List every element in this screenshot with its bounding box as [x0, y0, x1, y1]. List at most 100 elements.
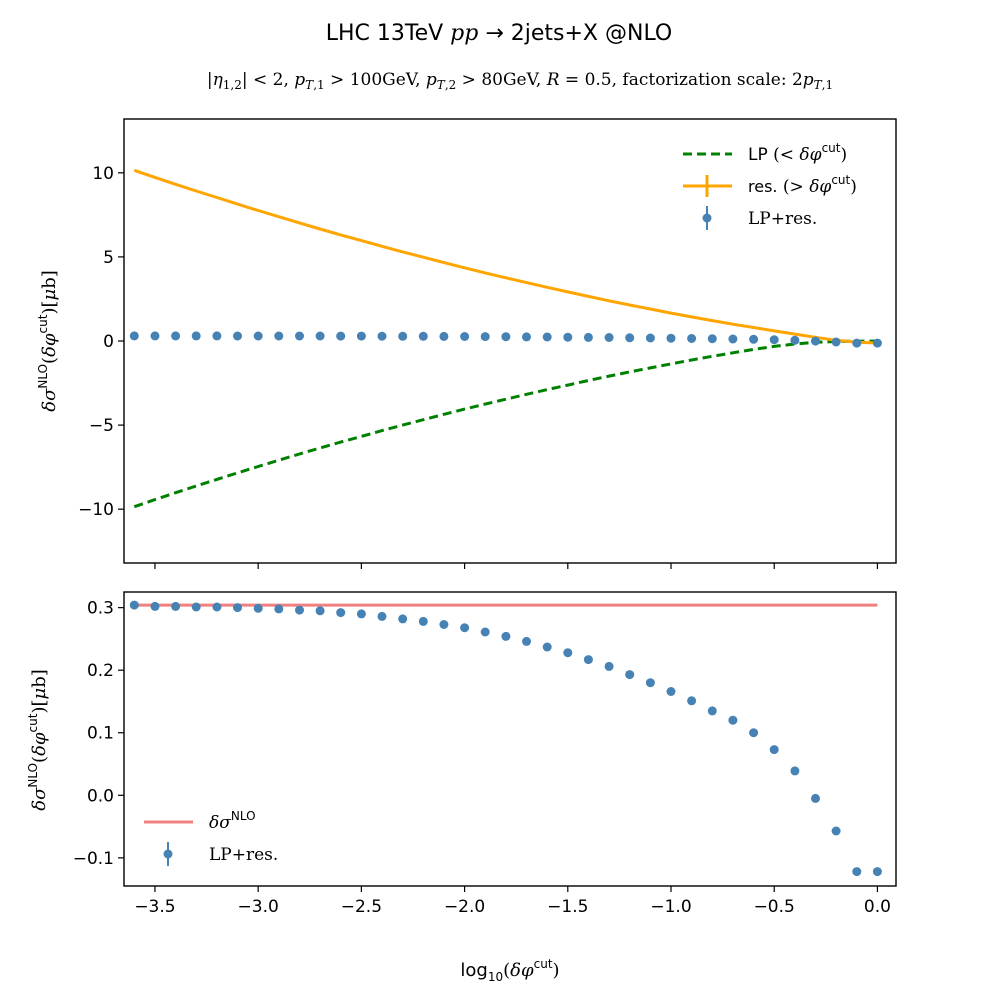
bottom-lpres-point — [872, 867, 882, 877]
x-axis-label: log10(δφcut) — [460, 957, 559, 984]
top-lpres-point — [872, 338, 882, 348]
bottom-plot-area — [129, 600, 882, 877]
bottom-ytick-label: 0.0 — [87, 786, 114, 806]
top-ytick-label: 5 — [103, 248, 114, 268]
top-ytick-label: 10 — [92, 164, 114, 184]
legend-label-nlo: δσNLO — [209, 809, 256, 833]
bottom-lpres-point — [171, 601, 181, 611]
top-ytick-label: 0 — [103, 332, 114, 352]
top-lpres-point — [129, 331, 139, 341]
bottom-lpres-point — [604, 661, 614, 671]
top-ytick-label: −5 — [89, 416, 114, 436]
bottom-xtick-label: −2.0 — [444, 897, 485, 917]
legend-item-lp: LP (< δφcut) — [683, 141, 847, 165]
bottom-axes-frame — [123, 591, 897, 887]
bottom-x-ticks: −3.5 −3.0 −2.5 −2.0 −1.5 −1.0 −0.5 0.0 — [134, 886, 891, 917]
top-lpres-point — [790, 335, 800, 345]
bottom-xtick-label: −0.5 — [754, 897, 795, 917]
legend-item-lpres: LP+res. — [702, 206, 817, 230]
bottom-ytick-label: 0.2 — [87, 661, 114, 681]
top-lpres-point — [418, 331, 428, 341]
bottom-lpres-point — [811, 793, 820, 803]
top-y-ticks: −10 −5 0 5 10 — [78, 164, 124, 520]
top-lpres-point — [253, 331, 263, 341]
top-lpres-point — [480, 332, 490, 342]
top-lpres-point — [315, 331, 325, 341]
bottom-xtick-label: −3.5 — [134, 897, 175, 917]
top-lpres-point — [769, 335, 779, 345]
bottom-lpres-point — [769, 745, 779, 755]
top-lpres-point — [604, 333, 614, 342]
top-lpres-point — [212, 331, 222, 341]
bottom-ytick-label: 0.3 — [87, 599, 114, 619]
top-lpres-point — [831, 337, 841, 347]
top-lpres-point — [563, 332, 573, 342]
top-legend: LP (< δφcut) res. (> δφcut) LP+res. — [683, 141, 857, 230]
bottom-lpres-point — [295, 605, 304, 615]
bottom-lpres-point — [274, 604, 284, 614]
bottom-lpres-point — [460, 623, 470, 633]
bottom-panel: −0.1 0.0 0.1 0.2 0.3 −3.5 −3.0 −2.5 −2.0 −1.5 −1.… — [26, 591, 897, 917]
top-x-ticks — [154, 563, 879, 569]
bottom-lpres-point — [852, 867, 862, 877]
top-lpres-point — [542, 332, 552, 342]
legend-swatch-lpres-marker — [702, 213, 712, 223]
bottom-lpres-point — [563, 648, 573, 658]
top-lpres-point — [377, 331, 387, 341]
bottom-lpres-point — [831, 826, 841, 836]
top-lpres-point — [583, 332, 593, 342]
bottom-legend: δσNLO LP+res. — [144, 809, 278, 866]
legend-item-bottom-lpres: LP+res. — [163, 842, 278, 866]
top-series-lp-line — [133, 339, 878, 509]
top-lpres-point — [501, 332, 511, 342]
bottom-xtick-label: −2.5 — [341, 897, 382, 917]
legend-swatch-bottom-lpres-marker — [163, 849, 173, 859]
top-panel: −10 −5 0 5 10 δσNLO(δφcut)[μb] LP (< δφcut) … — [36, 118, 897, 569]
bottom-ytick-label: 0.1 — [87, 724, 114, 744]
bottom-lpres-point — [398, 614, 408, 624]
bottom-xtick-label: 0.0 — [864, 897, 891, 917]
top-lpres-point — [460, 332, 470, 341]
top-lpres-point — [522, 332, 531, 342]
bottom-xtick-label: −3.0 — [238, 897, 279, 917]
bottom-xtick-label: −1.0 — [650, 897, 691, 917]
bottom-lpres-point — [253, 603, 263, 613]
legend-item-res: res. (> δφcut) — [683, 173, 857, 197]
bottom-lpres-point — [336, 608, 346, 618]
bottom-y-ticks: −0.1 0.0 0.1 0.2 0.3 — [73, 599, 124, 869]
bottom-ytick-label: −0.1 — [73, 849, 114, 869]
top-lpres-point — [191, 331, 201, 341]
top-lpres-point — [274, 331, 284, 341]
bottom-lpres-point — [191, 602, 201, 612]
top-lpres-point — [439, 331, 449, 341]
top-lpres-point — [687, 334, 697, 343]
top-lpres-point — [811, 336, 820, 346]
bottom-lpres-point — [150, 601, 160, 611]
top-series-res-line — [133, 168, 878, 345]
top-y-axis-label: δσNLO(δφcut)[μb] — [36, 270, 60, 412]
top-lpres-point — [233, 331, 242, 341]
bottom-y-axis-label: δσNLO(δφcut)[μb] — [26, 669, 50, 811]
top-ytick-label: −10 — [78, 500, 114, 520]
legend-item-nlo: δσNLO — [144, 809, 256, 833]
top-lpres-point — [295, 331, 304, 341]
top-lpres-point — [728, 334, 738, 344]
top-lpres-point — [645, 333, 655, 343]
top-lpres-point — [666, 333, 676, 343]
bottom-lpres-point — [480, 627, 490, 637]
bottom-xtick-label: −1.5 — [547, 897, 588, 917]
bottom-lpres-point — [707, 706, 717, 716]
bottom-lpres-point — [439, 620, 449, 629]
chart-title: LHC 13TeV pp → 2jets+X @NLO — [326, 21, 673, 46]
bottom-lpres-point — [377, 611, 387, 621]
bottom-lpres-point — [501, 631, 511, 641]
legend-label-res: res. (> δφcut) — [748, 173, 857, 197]
bottom-lpres-point — [233, 603, 242, 613]
top-lpres-point — [398, 331, 408, 341]
top-lpres-point — [336, 331, 346, 341]
bottom-lpres-point — [583, 655, 593, 665]
bottom-lpres-point — [542, 642, 552, 652]
bottom-lpres-point — [315, 606, 325, 616]
chart-subtitle: |η1,2| < 2, pT,1 > 100GeV, pT,2 > 80GeV,… — [207, 70, 833, 92]
